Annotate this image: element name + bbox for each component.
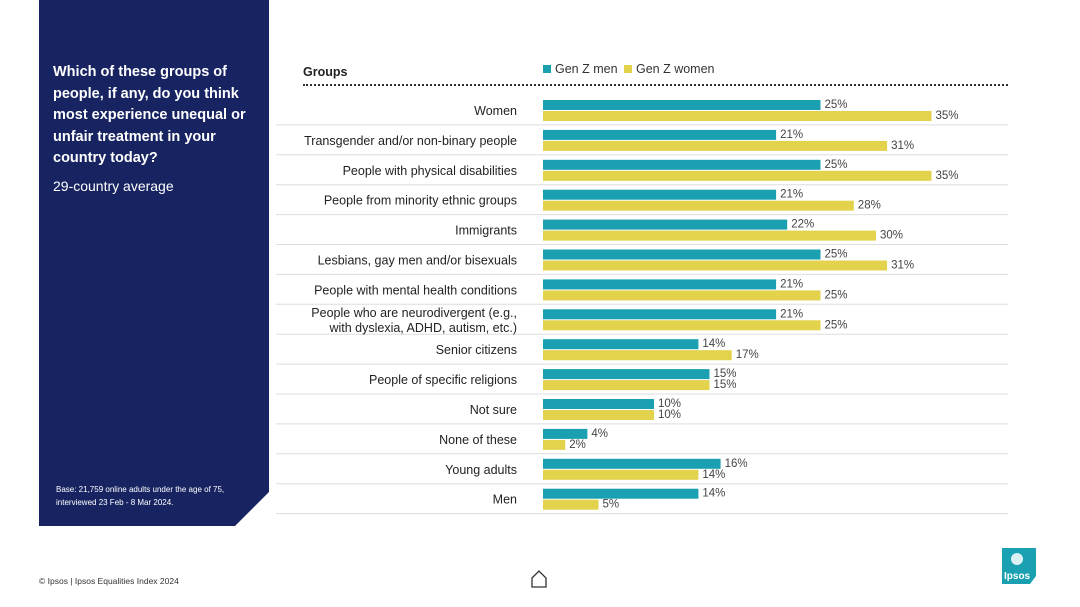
- bar-gen-z-women: [543, 260, 888, 271]
- data-label: 21%: [780, 308, 803, 320]
- category-label: Not sure: [470, 403, 517, 417]
- bar-gen-z-women: [543, 290, 821, 301]
- category-label: Men: [493, 493, 517, 507]
- bar-gen-z-men: [543, 189, 777, 200]
- data-label: 35%: [936, 170, 959, 182]
- data-label: 15%: [714, 368, 737, 380]
- data-label: 2%: [569, 439, 586, 451]
- data-label: 25%: [825, 99, 848, 111]
- data-label: 35%: [936, 110, 959, 122]
- data-label: 14%: [702, 338, 725, 350]
- data-label: 31%: [891, 140, 914, 152]
- category-label: Senior citizens: [436, 343, 517, 357]
- data-label: 5%: [603, 499, 620, 511]
- bar-gen-z-men: [543, 249, 821, 260]
- legend-women-label: Gen Z women: [636, 62, 715, 76]
- category-label: People with mental health conditions: [314, 283, 517, 297]
- data-label: 30%: [880, 230, 903, 242]
- data-label: 25%: [825, 249, 848, 261]
- bar-gen-z-men: [543, 488, 699, 499]
- bar-gen-z-women: [543, 170, 932, 181]
- data-label: 15%: [714, 379, 737, 391]
- bar-gen-z-women: [543, 469, 699, 480]
- bar-gen-z-men: [543, 399, 654, 409]
- data-label: 10%: [658, 398, 681, 410]
- question-text: Which of these groups of people, if any,…: [53, 64, 246, 166]
- bar-gen-z-men: [543, 129, 777, 140]
- bar-gen-z-men: [543, 219, 788, 230]
- data-label: 31%: [891, 260, 914, 272]
- bar-gen-z-women: [543, 439, 566, 450]
- category-label: People from minority ethnic groups: [324, 194, 517, 208]
- category-label: Young adults: [445, 463, 517, 477]
- category-label: Transgender and/or non-binary people: [304, 134, 517, 148]
- data-label: 25%: [825, 289, 848, 301]
- data-label: 21%: [780, 278, 803, 290]
- groups-header: Groups: [303, 65, 348, 79]
- category-label: People of specific religions: [369, 373, 517, 387]
- data-label: 28%: [858, 200, 881, 212]
- bar-gen-z-men: [543, 339, 699, 350]
- header-divider: [303, 84, 1008, 86]
- category-label: People who are neurodivergent (e.g.,: [311, 306, 517, 320]
- data-label: 4%: [591, 428, 608, 440]
- bar-gen-z-women: [543, 140, 888, 151]
- bar-gen-z-men: [543, 159, 821, 170]
- bar-gen-z-men: [543, 100, 821, 110]
- category-label: None of these: [439, 433, 517, 447]
- data-label: 10%: [658, 409, 681, 421]
- bar-gen-z-men: [543, 309, 777, 320]
- bar-gen-z-men: [543, 428, 588, 439]
- legend-women: Gen Z women: [624, 62, 715, 76]
- legend-men: Gen Z men: [543, 62, 618, 76]
- category-label: with dyslexia, ADHD, autism, etc.): [328, 321, 517, 335]
- footer-copyright: © Ipsos | Ipsos Equalities Index 2024: [39, 576, 179, 586]
- category-label: People with physical disabilities: [343, 164, 517, 178]
- bar-gen-z-women: [543, 111, 932, 121]
- category-label: Women: [474, 104, 517, 118]
- data-label: 25%: [825, 159, 848, 171]
- ipsos-logo: Ipsos: [1000, 548, 1038, 584]
- legend-women-swatch: [624, 65, 632, 73]
- question-panel: Which of these groups of people, if any,…: [39, 0, 269, 526]
- category-label: Lesbians, gay men and/or bisexuals: [318, 254, 517, 268]
- category-label: Immigrants: [455, 224, 517, 238]
- legend-men-label: Gen Z men: [555, 62, 618, 76]
- bar-gen-z-women: [543, 380, 710, 391]
- home-icon[interactable]: [530, 569, 548, 594]
- bar-gen-z-women: [543, 200, 854, 211]
- bar-gen-z-women: [543, 499, 599, 510]
- data-label: 21%: [780, 189, 803, 201]
- subtitle: 29-country average: [53, 178, 174, 194]
- bar-gen-z-men: [543, 369, 710, 380]
- data-label: 17%: [736, 349, 759, 361]
- data-label: 22%: [791, 219, 814, 231]
- logo-text: Ipsos: [1004, 571, 1031, 582]
- bar-gen-z-women: [543, 230, 876, 241]
- legend-men-swatch: [543, 65, 551, 73]
- data-label: 21%: [780, 129, 803, 141]
- bar-gen-z-men: [543, 458, 721, 469]
- bar-gen-z-men: [543, 279, 777, 290]
- data-label: 25%: [825, 319, 848, 331]
- bar-gen-z-women: [543, 350, 732, 361]
- data-label: 14%: [702, 488, 725, 500]
- bar-gen-z-women: [543, 410, 654, 420]
- data-label: 14%: [702, 469, 725, 481]
- base-note: Base: 21,759 online adults under the age…: [56, 485, 225, 507]
- bar-gen-z-women: [543, 320, 821, 331]
- data-label: 16%: [725, 458, 748, 470]
